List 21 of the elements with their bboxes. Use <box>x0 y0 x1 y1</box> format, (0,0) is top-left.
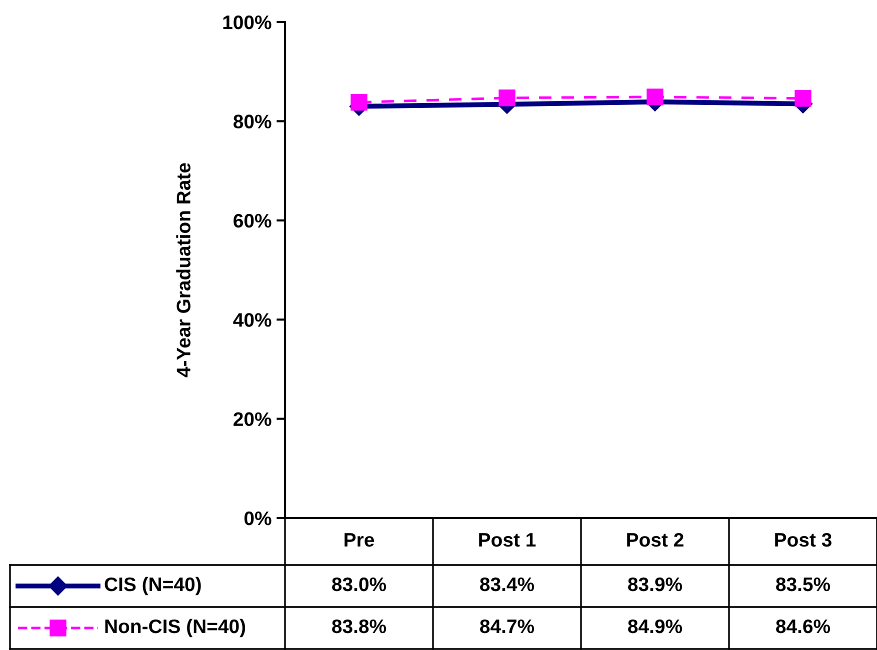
legend-label: CIS (N=40) <box>104 576 201 596</box>
data-label: 83.0% <box>332 577 386 592</box>
x-tick-label: Post 1 <box>479 533 536 547</box>
y-tick-label: 0% <box>244 511 272 526</box>
x-tick-label: Pre <box>344 533 374 547</box>
y-tick-label: 60% <box>234 214 272 228</box>
y-tick-label: 80% <box>234 114 272 128</box>
legend-label: Non-CIS (N=40) <box>105 618 246 638</box>
data-label: 84.9% <box>628 619 682 634</box>
y-axis-title: 4-Year Graduation Rate <box>176 163 190 378</box>
data-label: 83.8% <box>332 619 386 634</box>
y-tick-label: 100% <box>223 15 272 30</box>
y-tick-label: 40% <box>233 313 272 327</box>
data-label: 83.5% <box>776 577 830 592</box>
x-tick-label: Post 3 <box>775 532 832 547</box>
data-label: 83.4% <box>480 577 534 592</box>
y-tick-label: 20% <box>234 412 272 426</box>
data-label: 83.9% <box>628 577 682 592</box>
data-label: 84.7% <box>480 619 534 634</box>
data-label: 84.6% <box>776 619 830 634</box>
x-tick-label: Post 2 <box>627 532 684 547</box>
